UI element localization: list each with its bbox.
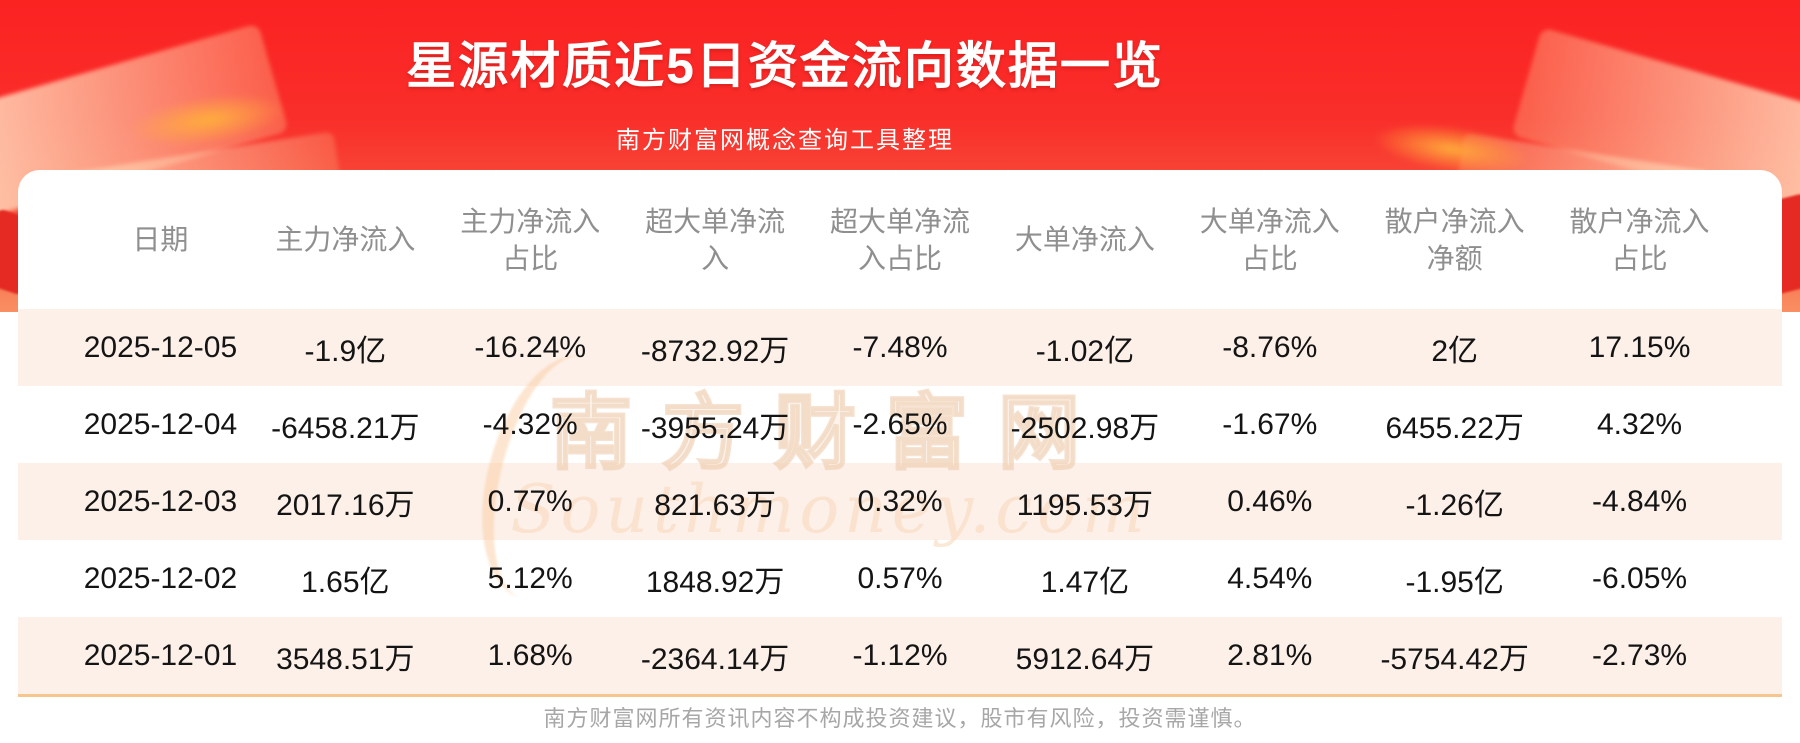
table-cell: 0.46% (1227, 484, 1313, 518)
table-cell: -4.32% (482, 407, 578, 441)
table-cell: 0.77% (487, 484, 573, 518)
table-cell: 1848.92万 (645, 565, 785, 599)
table-cell: 2.81% (1227, 638, 1313, 672)
table-cell: -8.76% (1222, 330, 1318, 364)
table-row: 2025-12-04 -6458.21万 -4.32% -3955.24万 -2.65%… (18, 386, 1782, 463)
table-cell: 2025-12-03 (83, 484, 238, 518)
table-cell: -2.73% (1592, 638, 1688, 672)
table-cell: -2364.14万 (640, 642, 790, 676)
table-cell: -2502.98万 (1010, 411, 1160, 445)
table-cell: 1.68% (487, 638, 573, 672)
column-header: 散户净流入 净额 (1384, 205, 1525, 274)
table-cell: 3548.51万 (276, 642, 415, 676)
table-cell: -6.05% (1592, 561, 1688, 595)
column-header: 日期 (132, 224, 189, 255)
table-cell: 5.12% (487, 561, 573, 595)
column-header: 大单净流入 (1014, 224, 1155, 255)
table-cell: -8732.92万 (640, 334, 790, 368)
table-header-row: 日期 主力净流入 主力净流入 占比 超大单净流 入超大单净流 入占比 大单净流入 大单净流… (18, 170, 1782, 309)
table-cell: 5912.64万 (1015, 642, 1155, 676)
fund-flow-table: 日期 主力净流入 主力净流入 占比 超大单净流 入超大单净流 入占比 大单净流入 大单净流… (18, 170, 1782, 697)
column-header: 主力净流入 (275, 224, 416, 255)
table-cell: -1.02亿 (1035, 334, 1135, 368)
table-cell: 6455.22万 (1385, 411, 1524, 445)
table-cell: 1195.53万 (1016, 488, 1153, 522)
column-header: 主力净流入 占比 (460, 205, 601, 274)
table-cell: -1.12% (852, 638, 948, 672)
table-cell: -1.95亿 (1405, 565, 1504, 599)
page-subtitle: 南方财富网概念查询工具整理 (616, 127, 954, 154)
table-row: 2025-12-03 2017.16万 0.77% 821.63万 0.32% 1195.… (18, 463, 1782, 540)
table-row: 2025-12-01 3548.51万 1.68% -2364.14万 -1.12% 59… (18, 617, 1782, 694)
table-cell: -1.26亿 (1405, 488, 1504, 522)
table-cell: 1.65亿 (301, 565, 390, 599)
table-cell: 0.57% (857, 561, 943, 595)
table-cell: 2017.16万 (276, 488, 415, 522)
table-cell: -16.24% (474, 330, 587, 364)
table-cell: 4.54% (1227, 561, 1313, 595)
table-cell: -5754.42万 (1380, 642, 1529, 676)
table-cell: 2亿 (1431, 334, 1478, 368)
table-cell: 821.63万 (654, 488, 776, 522)
table-cell: 2025-12-04 (83, 407, 238, 441)
table-cell: -4.84% (1592, 484, 1688, 518)
table-cell: -3955.24万 (640, 411, 790, 445)
table-cell: -7.48% (852, 330, 948, 364)
table-cell: -6458.21万 (271, 411, 420, 445)
column-header: 超大单净流 入 (645, 205, 786, 274)
column-header: 散户净流入 占比 (1569, 205, 1710, 274)
table-cell: -1.67% (1222, 407, 1318, 441)
table-cell: 1.47亿 (1040, 565, 1130, 599)
table-cell: 2025-12-02 (83, 561, 238, 595)
page-title: 星源材质近5日资金流向数据一览 (406, 38, 1164, 94)
column-header: 大单净流入 占比 (1199, 205, 1340, 274)
table-cell: 0.32% (857, 484, 943, 518)
table-cell: 2025-12-01 (83, 638, 238, 672)
table-cell: 17.15% (1588, 330, 1691, 364)
table-body: 2025-12-05 -1.9亿 -16.24% -8732.92万 -7.48% -1.… (18, 309, 1782, 694)
column-header: 超大单净流 入占比 (829, 205, 970, 274)
table-row: 2025-12-05 -1.9亿 -16.24% -8732.92万 -7.48% -1.… (18, 309, 1782, 386)
banner-text: 星源材质近5日资金流向数据一览 南方财富网概念查询工具整理 (0, 0, 1570, 155)
table-cell: 4.32% (1597, 407, 1683, 441)
table-cell: -1.9亿 (304, 334, 387, 368)
footer-disclaimer: 南方财富网所有资讯内容不构成投资建议，股市有风险，投资需谨慎。 (543, 706, 1257, 731)
table-cell: 2025-12-05 (83, 330, 238, 364)
table-row: 2025-12-02 1.65亿 5.12% 1848.92万 0.57% 1.47亿 4.… (18, 540, 1782, 617)
table-cell: -2.65% (852, 407, 948, 441)
